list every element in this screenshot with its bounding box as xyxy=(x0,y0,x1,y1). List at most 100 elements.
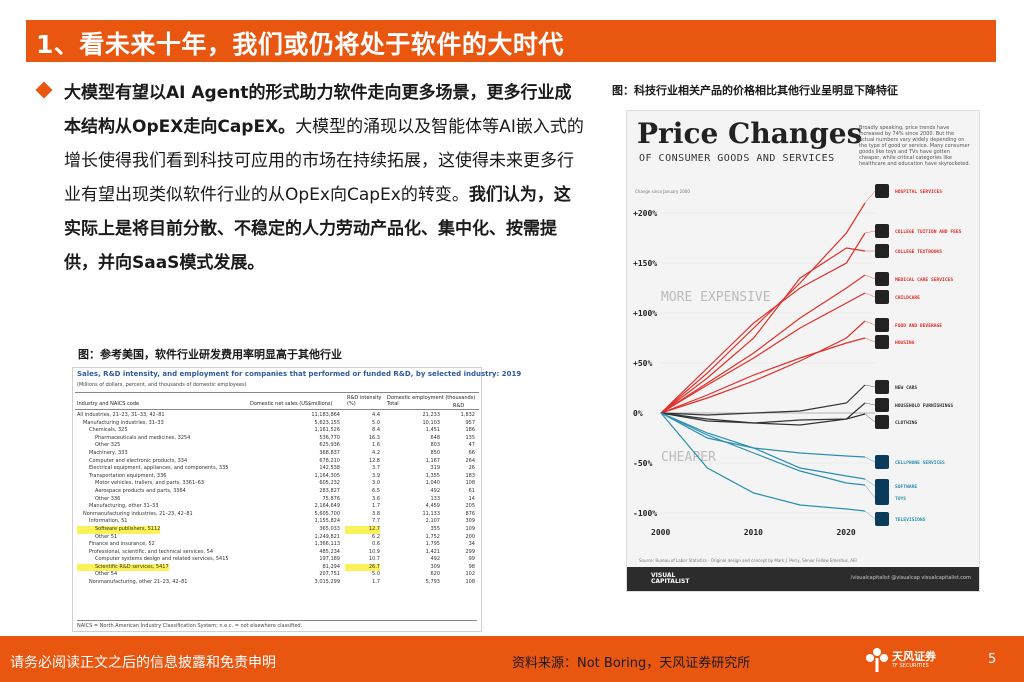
row-rd: 26 xyxy=(468,465,475,472)
logo-subtext: TF SECURITIES xyxy=(892,663,929,669)
row-employment: 133 xyxy=(430,495,440,502)
left-figure-caption: 图：参考美国，软件行业研发费用率明显高于其他行业 xyxy=(78,348,342,361)
row-industry: Nonmanufacturing, other 21–23, 42–81 xyxy=(89,579,188,586)
tf-securities-logo: 天风证券 TF SECURITIES xyxy=(864,644,944,676)
row-sales: 2,164,649 xyxy=(314,503,340,510)
row-rd: 108 xyxy=(465,480,475,487)
row-employment: 492 xyxy=(430,487,440,494)
row-employment: 1,795 xyxy=(425,541,440,548)
table-row: Other 51 1,249,821 6.2 1,752 200 xyxy=(75,534,479,542)
label-leader xyxy=(864,292,876,298)
row-rd: 98 xyxy=(468,563,475,570)
row-employment: 850 xyxy=(430,449,440,456)
row-sales: 11,183,864 xyxy=(311,412,340,418)
row-intensity: 4.2 xyxy=(372,449,380,456)
row-intensity: 10.9 xyxy=(368,548,380,555)
row-rd: 66 xyxy=(468,449,475,456)
label-leader xyxy=(864,402,876,406)
col-sales: Domestic net sales (US$millions) xyxy=(250,401,333,407)
row-sales: 368,837 xyxy=(319,449,340,456)
row-industry: Computer systems design and related serv… xyxy=(95,556,229,563)
infographic-title: Price Changes xyxy=(637,117,863,150)
series-label: COLLEGE TUITION AND FEES xyxy=(895,229,962,235)
infographic-description: Broadly speaking, price trends have incr… xyxy=(859,125,971,167)
more-expensive-label: MORE EXPENSIVE xyxy=(661,290,771,305)
table-row: Other 336 75,876 3.6 133 14 xyxy=(75,496,479,504)
category-icon xyxy=(875,335,889,349)
row-rd: 200 xyxy=(465,533,475,540)
y-tick-label: +50% xyxy=(633,359,652,368)
row-sales: 1,366,113 xyxy=(314,541,340,548)
col-industry: Industry and NAICS code xyxy=(77,401,140,407)
series-line xyxy=(660,412,866,424)
category-icon xyxy=(875,512,889,526)
page-number: 5 xyxy=(988,652,997,667)
row-rd: 186 xyxy=(465,427,475,434)
bullet-bold-lead: 大模型有望以AI Agent的形式助力软件走向更多场景，更多行业成本结构从OpE… xyxy=(64,83,572,137)
series-label: TOYS xyxy=(895,496,906,502)
row-rd: 61 xyxy=(468,487,475,494)
row-rd: 109 xyxy=(465,525,475,532)
label-leader xyxy=(864,413,876,423)
row-rd: 47 xyxy=(468,442,475,449)
row-sales: 207,751 xyxy=(319,571,340,578)
series-line xyxy=(660,292,866,414)
y-tick-label: -50% xyxy=(633,459,652,468)
bullet-diamond-icon xyxy=(35,81,53,99)
row-employment: 309 xyxy=(430,563,440,570)
col-rd: R&D xyxy=(453,403,465,409)
series-label: CHILDCARE xyxy=(895,295,920,301)
rd-intensity-table: Sales, R&D intensity, and employment for… xyxy=(72,367,521,632)
x-tick-label: 2000 xyxy=(651,528,670,537)
table-row: Manufacturing industries, 31–33 5,623,155… xyxy=(75,420,479,428)
table-units: (Millions of dollars, percent, and thous… xyxy=(77,382,247,388)
row-sales: 81,294 xyxy=(322,563,341,570)
price-changes-infographic: Price Changes OF CONSUMER GOODS AND SERV… xyxy=(626,110,980,592)
row-intensity: 1.6 xyxy=(372,442,380,449)
row-rd: 876 xyxy=(465,510,475,517)
table-footnote: NAICS = North American Industry Classifi… xyxy=(77,620,477,629)
series-line xyxy=(660,412,866,480)
infographic-footer: VISUAL CAPITALIST /visualcapitalist @vis… xyxy=(627,567,979,591)
category-icon xyxy=(875,479,889,493)
row-industry: Software publishers, 5112 xyxy=(77,525,161,534)
row-sales: 678,210 xyxy=(319,457,340,464)
series-label: NEW CARS xyxy=(895,385,917,391)
series-line xyxy=(660,320,866,414)
row-sales: 1,161,526 xyxy=(314,427,340,434)
row-industry: Finance and insurance, 52 xyxy=(89,541,155,548)
row-industry: Pharmaceuticals and medicines, 3254 xyxy=(95,434,191,441)
row-rd: 299 xyxy=(465,548,475,555)
series-line xyxy=(660,274,866,414)
row-intensity: 3.8 xyxy=(372,510,380,517)
row-intensity: 7.7 xyxy=(372,518,380,525)
table-body: All industries, 21–23, 31–33, 42–81 11,18… xyxy=(75,412,479,587)
table-title: Sales, R&D intensity, and employment for… xyxy=(77,370,522,378)
category-icon xyxy=(875,184,889,198)
series-line xyxy=(660,337,866,414)
table-row: Finance and insurance, 52 1,366,113 0.6 1,7… xyxy=(75,541,479,549)
row-industry: Other 51 xyxy=(95,533,118,540)
label-leader xyxy=(864,510,876,520)
table-row: Machinery, 333 368,837 4.2 850 66 xyxy=(75,450,479,458)
table-row: Professional, scientific, and technical … xyxy=(75,549,479,557)
label-leader xyxy=(864,274,876,280)
category-icon xyxy=(875,318,889,332)
row-industry: Chemicals, 325 xyxy=(89,427,128,434)
label-leader xyxy=(864,230,876,234)
row-industry: Aerospace products and parts, 3364 xyxy=(95,487,186,494)
row-sales: 75,876 xyxy=(322,495,341,502)
y-tick-label: +100% xyxy=(633,309,657,318)
table-row: Other 54 207,751 5.0 620 102 xyxy=(75,571,479,579)
row-rd: 1,832 xyxy=(460,412,475,418)
label-leader xyxy=(864,456,876,463)
row-intensity: 3.9 xyxy=(372,472,380,479)
series-label: HOUSING xyxy=(895,340,915,346)
row-industry: Electrical equipment, appliances, and co… xyxy=(89,465,229,472)
category-icon xyxy=(875,272,889,286)
row-sales: 5,623,155 xyxy=(314,419,340,426)
label-leader xyxy=(864,384,876,388)
series-label: TELEVISIONS xyxy=(895,517,926,523)
bullet-paragraph: 大模型有望以AI Agent的形式助力软件走向更多场景，更多行业成本结构从OpE… xyxy=(64,76,584,280)
series-label: COLLEGE TEXTBOOKS xyxy=(895,249,942,255)
